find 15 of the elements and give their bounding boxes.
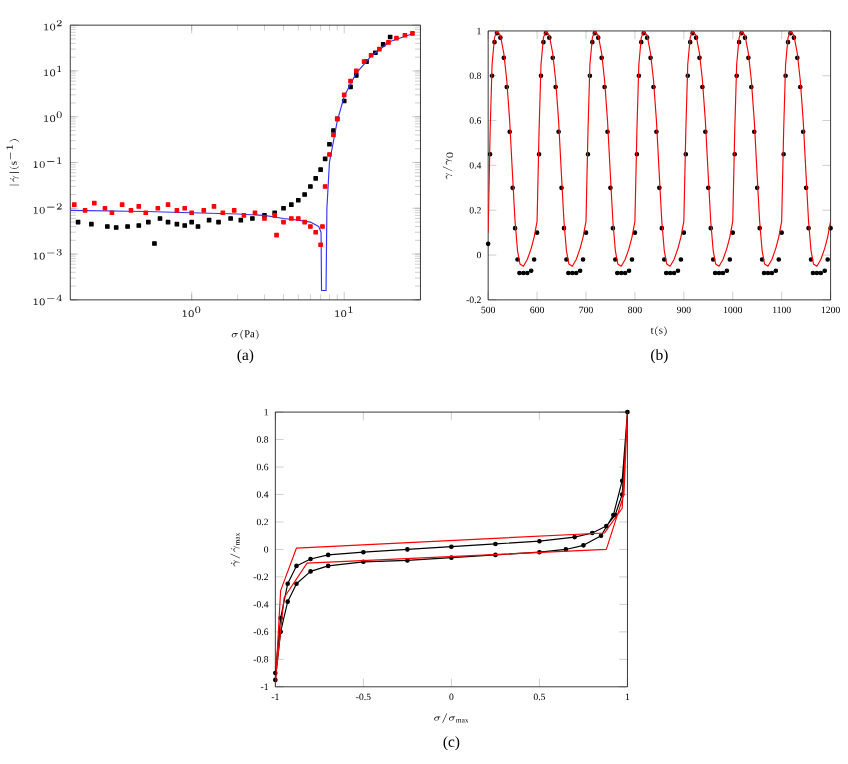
x-axis-title: $\sigma(\mathrm{Pa})$	[231, 329, 259, 340]
y-tick-label: $10^{-1}$	[33, 157, 62, 168]
y-tick-label: $10^{-3}$	[33, 248, 62, 260]
y-axis-title: $|\dot{\gamma}|(\mathrm{s}^{-1})$	[6, 139, 20, 186]
y-tick-label: $10^{0}$	[44, 111, 62, 122]
x-axis-title: $\sigma/\sigma_{\mathrm{max}}$	[434, 713, 469, 723]
y-tick-label: $10^{-4}$	[33, 294, 62, 306]
x-tick-label: $10^{0}$	[182, 306, 201, 317]
y-tick-label: $10^{1}$	[44, 65, 62, 77]
y-axis-title: $\gamma/\gamma_0$	[442, 152, 454, 180]
y-tick-label: $10^{2}$	[44, 19, 62, 31]
x-axis-title: $\mathrm{t(s)}$	[650, 326, 667, 336]
x-tick-label: $10^{1}$	[335, 306, 353, 317]
y-tick-label: $10^{-2}$	[33, 203, 62, 214]
y-axis-title: $\dot{\gamma}/\dot{\gamma}_{\mathrm{max}}$	[230, 532, 241, 567]
